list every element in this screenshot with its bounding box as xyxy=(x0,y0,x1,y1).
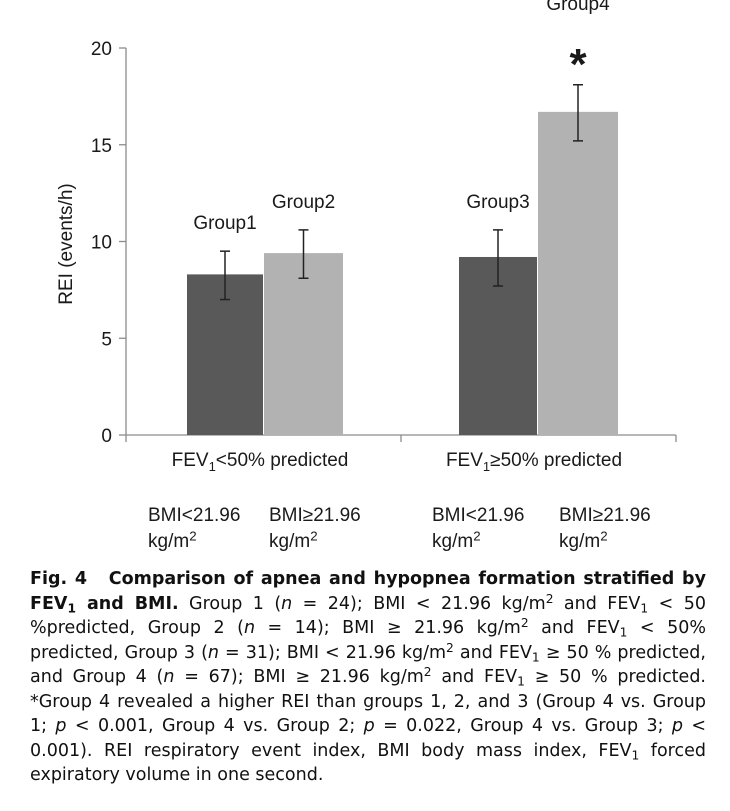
bmi-label-line2: kg/m2 xyxy=(148,528,197,552)
y-tick-label: 20 xyxy=(91,39,112,60)
bar-group4 xyxy=(538,111,618,435)
bmi-label-line1: BMI≥21.96 xyxy=(269,505,361,526)
bmi-label-group3: BMI<21.96 kg/m2 xyxy=(432,503,524,555)
bmi-label-line2: kg/m2 xyxy=(432,528,481,552)
cluster-label-fev-ge50: FEV1≥50% predicted xyxy=(446,450,622,474)
significance-asterisk: * xyxy=(569,40,587,89)
error-bar-group1 xyxy=(220,250,230,301)
error-bar-group2 xyxy=(298,229,309,280)
figure-caption: Fig. 4 Comparison of apnea and hypopnea … xyxy=(30,569,707,785)
group-label-group4: Group4 xyxy=(546,0,610,15)
group-label-group1: Group1 xyxy=(193,213,256,234)
bmi-label-group2: BMI≥21.96 kg/m2 xyxy=(269,503,361,555)
caption-figure-number: Fig. 4 xyxy=(30,569,88,589)
bmi-label-line2: kg/m2 xyxy=(559,528,608,552)
bmi-label-group1: BMI<21.96 kg/m2 xyxy=(148,503,240,555)
y-axis-label: REI (events/h) xyxy=(56,183,77,304)
bmi-label-line2: kg/m2 xyxy=(269,528,318,552)
cluster-label-fev-lt50: FEV1<50% predicted xyxy=(172,450,349,474)
bmi-label-line1: BMI<21.96 xyxy=(148,505,241,526)
group-label-group3: Group3 xyxy=(466,192,529,213)
bmi-label-line1: BMI≥21.96 xyxy=(559,505,651,526)
y-tick-label: 0 xyxy=(101,426,112,447)
group-label-group2: Group2 xyxy=(272,192,335,213)
y-tick-label: 15 xyxy=(91,136,112,157)
bar-group1 xyxy=(187,274,263,435)
caption-title: Comparison of apnea and hypopnea formati… xyxy=(30,569,706,616)
y-tick-label: 10 xyxy=(91,233,112,254)
bar-chart: 0 5 10 15 20 Group1 Group2 Group3 Group4 * REI (… xyxy=(56,0,677,474)
bmi-label-line1: BMI<21.96 xyxy=(432,505,525,526)
bmi-label-group4: BMI≥21.96 kg/m2 xyxy=(559,503,651,555)
y-tick-label: 5 xyxy=(101,329,112,350)
y-axis: 0 5 10 15 20 xyxy=(91,39,127,447)
error-bar-group4 xyxy=(573,84,583,142)
bar-group2 xyxy=(264,253,343,435)
x-axis xyxy=(125,434,677,442)
bars-group: Group1 Group2 Group3 Group4 * xyxy=(187,0,618,435)
error-bar-group3 xyxy=(493,229,503,287)
